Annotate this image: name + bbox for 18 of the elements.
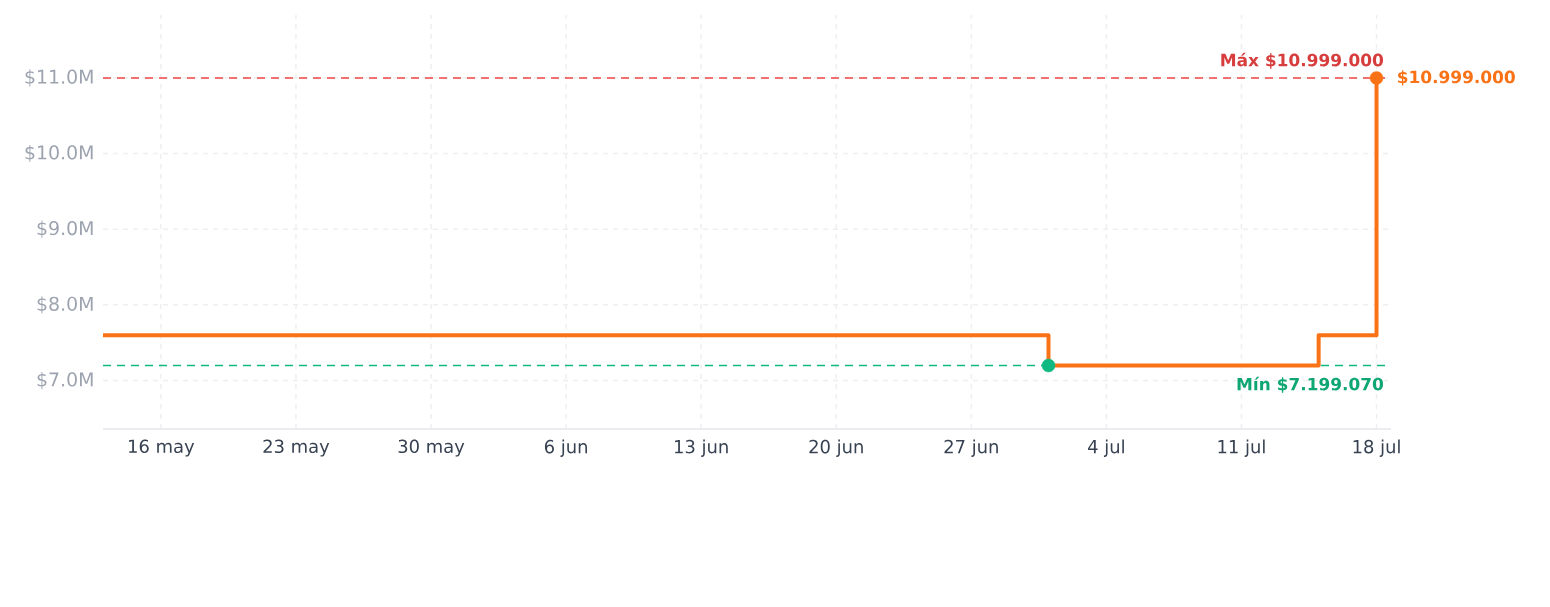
x-tick-label: 23 may <box>263 439 330 457</box>
x-tick-label: 18 jul <box>1353 439 1400 457</box>
annotation: $10.999.000 <box>1398 70 1515 86</box>
x-tick-label: 11 jul <box>1218 439 1265 457</box>
y-tick-label: $7.0M <box>37 371 93 390</box>
ref-line-label: Máx $10.999.000 <box>1221 52 1384 69</box>
y-tick-label: $10.0M <box>25 144 93 163</box>
x-tick-label: 20 jun <box>809 439 863 457</box>
x-tick-label: 6 jun <box>544 439 587 457</box>
x-tick-label: 13 jun <box>675 439 728 457</box>
x-tick-label: 4 jul <box>1088 439 1124 457</box>
y-tick-label: $11.0M <box>25 69 93 87</box>
x-tick-label: 27 jun <box>944 439 998 457</box>
y-tick-label: $9.0M <box>37 220 93 238</box>
y-tick-label: $8.0M <box>37 296 93 314</box>
x-tick-label: 30 may <box>398 439 465 457</box>
x-tick-label: 16 may <box>129 439 195 457</box>
ref-line-label: Mín $7.199.070 <box>1237 376 1384 393</box>
